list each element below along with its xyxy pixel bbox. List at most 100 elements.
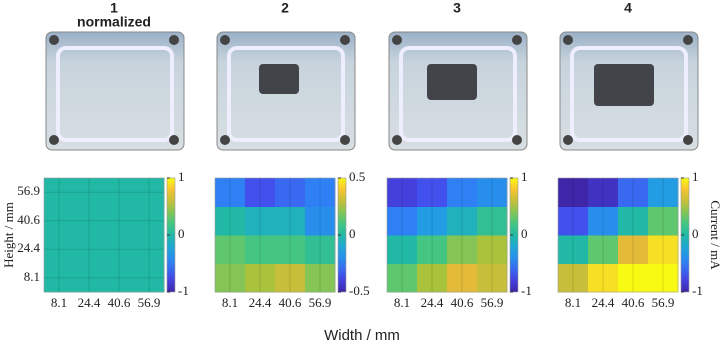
plot-frame xyxy=(43,177,165,293)
photo-screw xyxy=(49,135,59,145)
heat-cell xyxy=(477,178,508,207)
heat-cell xyxy=(648,235,679,264)
heat-cell xyxy=(245,235,276,264)
heat-cell xyxy=(134,235,165,264)
heat-cell xyxy=(275,235,306,264)
heat-cell xyxy=(558,178,589,207)
x-tick-label: 40.6 xyxy=(279,295,302,310)
photo-screw xyxy=(169,135,179,145)
heat-cell xyxy=(588,178,619,207)
heat-cell xyxy=(275,263,306,293)
heat-cell xyxy=(305,263,336,293)
heat-cell xyxy=(477,206,508,236)
photo-screw xyxy=(49,35,59,45)
heat-cell xyxy=(558,263,589,293)
heat-cell xyxy=(417,235,448,264)
x-tick-label: 56.9 xyxy=(652,295,675,310)
heat-cell xyxy=(44,235,75,264)
heat-cell xyxy=(477,263,508,293)
heat-cell xyxy=(44,206,75,236)
photo-screw xyxy=(220,35,230,45)
heat-cell xyxy=(215,178,246,207)
heat-cell xyxy=(477,235,508,264)
heat-cell xyxy=(215,235,246,264)
photo-screw xyxy=(512,35,522,45)
colorbar-tick-label: -1 xyxy=(692,283,703,298)
heat-cell xyxy=(648,263,679,293)
photo-screw xyxy=(683,35,693,45)
photo-screw xyxy=(169,35,179,45)
heat-cell xyxy=(618,178,649,207)
photo-sample xyxy=(427,64,477,100)
photo-frame xyxy=(399,46,517,142)
panel-title: 3 xyxy=(453,0,461,16)
heat-cell xyxy=(558,235,589,264)
heat-cell xyxy=(44,263,75,293)
heat-cell xyxy=(618,235,649,264)
colorbar-tick-label: -0.5 xyxy=(349,283,370,298)
photo-screw xyxy=(563,135,573,145)
heat-cell xyxy=(588,235,619,264)
heat-cell xyxy=(245,263,276,293)
colorbar-tick-label: 1 xyxy=(692,169,699,184)
colorbar-tick-label: -1 xyxy=(178,283,189,298)
heat-cell xyxy=(447,235,478,264)
colorbar-tick-label: 0 xyxy=(178,226,185,241)
heat-cell xyxy=(104,206,135,236)
heat-cell xyxy=(447,206,478,236)
plot-frame xyxy=(214,177,336,293)
panel-title: 1 xyxy=(110,0,118,16)
x-tick-label: 40.6 xyxy=(108,295,131,310)
heat-cell xyxy=(387,206,418,236)
heat-cell xyxy=(44,178,75,207)
photo-frame xyxy=(570,46,688,142)
heat-cell xyxy=(134,206,165,236)
heat-cell xyxy=(387,235,418,264)
heat-cell xyxy=(134,263,165,293)
panel-title: 2 xyxy=(281,0,289,16)
heat-cell xyxy=(305,206,336,236)
y-tick-label: 40.6 xyxy=(17,212,40,227)
y-tick-label: 24.4 xyxy=(17,240,40,255)
panel-subtitle: normalized xyxy=(77,14,151,30)
photo-screw xyxy=(683,135,693,145)
plot-frame xyxy=(386,177,508,293)
heat-cell xyxy=(104,178,135,207)
x-tick-label: 24.4 xyxy=(78,295,101,310)
heat-cell xyxy=(387,263,418,293)
heat-cell xyxy=(588,263,619,293)
heat-cell xyxy=(104,235,135,264)
heat-cell xyxy=(104,263,135,293)
panel-title: 4 xyxy=(624,0,632,16)
colorbar-label: Current / mA xyxy=(708,200,723,270)
heat-cell xyxy=(447,263,478,293)
heat-cell xyxy=(275,206,306,236)
x-tick-label: 8.1 xyxy=(51,295,67,310)
x-tick-label: 56.9 xyxy=(481,295,504,310)
heat-cell xyxy=(245,206,276,236)
x-tick-label: 24.4 xyxy=(421,295,444,310)
heat-cell xyxy=(74,178,105,207)
heat-cell xyxy=(387,178,418,207)
photo-sample xyxy=(259,64,299,94)
photo-screw xyxy=(220,135,230,145)
heat-cell xyxy=(305,235,336,264)
colorbar-tick-label: 0.5 xyxy=(349,169,365,184)
x-tick-label: 8.1 xyxy=(222,295,238,310)
photo-frame xyxy=(56,46,174,142)
heat-cell xyxy=(215,206,246,236)
colorbar-tick-label: 1 xyxy=(178,169,185,184)
x-tick-label: 8.1 xyxy=(565,295,581,310)
x-tick-label: 40.6 xyxy=(622,295,645,310)
photo-frame xyxy=(227,46,345,142)
colorbar-tick-label: 0 xyxy=(349,226,356,241)
photo-screw xyxy=(340,35,350,45)
colorbar-tick-label: -1 xyxy=(521,283,532,298)
photo xyxy=(45,31,185,151)
heat-cell xyxy=(558,206,589,236)
y-tick-label: 56.9 xyxy=(17,183,40,198)
heat-cell xyxy=(648,178,679,207)
heat-cell xyxy=(74,235,105,264)
x-tick-label: 56.9 xyxy=(309,295,332,310)
x-tick-label: 8.1 xyxy=(394,295,410,310)
